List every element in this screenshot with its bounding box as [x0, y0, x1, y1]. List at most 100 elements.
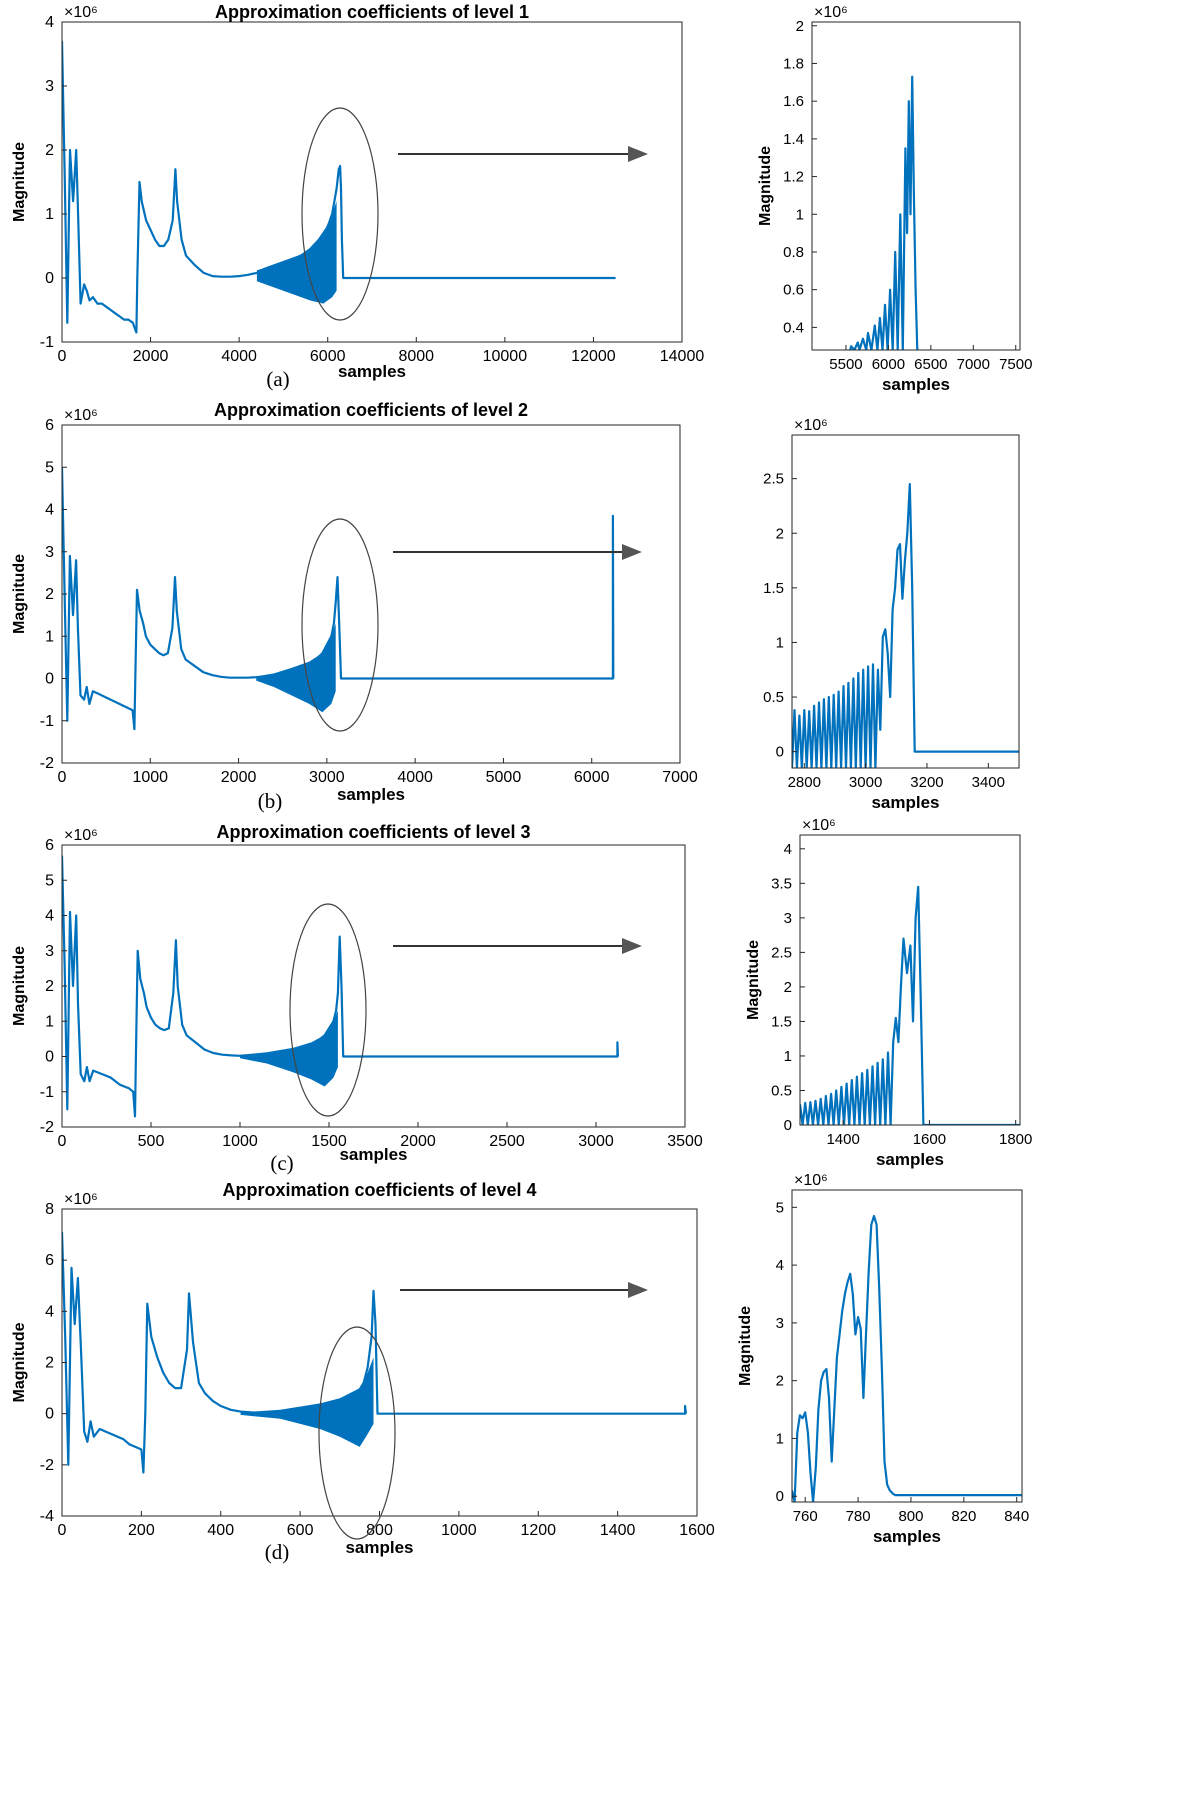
y-tick-label: 1.5: [771, 1013, 792, 1030]
x-tick-label: 0: [58, 769, 67, 786]
axes-frame: [61, 21, 683, 343]
axes-frame: [811, 21, 1021, 351]
x-tick-label: 0: [58, 1133, 67, 1150]
x-tick-label: 3400: [972, 774, 1005, 791]
y-tick-label: 4: [45, 908, 54, 925]
x-tick-label: 7000: [662, 769, 698, 786]
x-tick-label: 1400: [826, 1131, 859, 1148]
chart-a-zoom: 5500 6000 6500 7000 7500 0.4 0.6 0.8 1 1.2 1.4 1.6 1…: [757, 4, 1032, 394]
exponent-label: ×10⁶: [794, 417, 828, 434]
x-tick-label: 7000: [957, 356, 990, 373]
series-line: [792, 483, 1019, 768]
oscillation-band: [256, 201, 337, 304]
x-tick-label: 1400: [600, 1522, 636, 1539]
x-axis-label: samples: [882, 375, 950, 394]
x-tick-label: 0: [58, 348, 67, 365]
y-axis-label: Magnitude: [737, 1306, 754, 1386]
y-tick-label: 1: [45, 1013, 54, 1030]
x-tick-label: 3000: [849, 774, 882, 791]
y-tick-label: 2: [776, 525, 784, 542]
x-tick-label: 600: [287, 1522, 314, 1539]
y-tick-label: -1: [40, 1084, 54, 1101]
chart-title: Approximation coefficients of level 3: [216, 822, 530, 842]
y-axis-label: Magnitude: [11, 946, 28, 1026]
y-tick-label: 0.6: [783, 282, 804, 299]
y-tick-label: 0: [784, 1117, 792, 1134]
zoom-arrow-head: [622, 544, 642, 560]
y-tick-label: 3: [45, 544, 54, 561]
x-tick-label: 1000: [132, 769, 168, 786]
exponent-label: ×10⁶: [64, 1191, 98, 1208]
x-tick-label: 2800: [788, 774, 821, 791]
axes-frame: [61, 424, 681, 764]
y-tick-label: -2: [40, 755, 54, 772]
x-axis-label: samples: [339, 1145, 407, 1164]
x-tick-label: 6500: [914, 356, 947, 373]
series-line: [62, 1231, 687, 1474]
y-tick-label: 4: [784, 841, 792, 858]
x-axis-label: samples: [338, 362, 406, 381]
x-tick-label: 4000: [397, 769, 433, 786]
y-tick-label: 3: [45, 78, 54, 95]
x-tick-label: 200: [128, 1522, 155, 1539]
chart-title: Approximation coefficients of level 1: [215, 2, 529, 22]
x-axis-label: samples: [873, 1527, 941, 1546]
y-axis-label: Magnitude: [11, 142, 28, 222]
y-tick-label: 2: [776, 1373, 784, 1390]
y-tick-label: -1: [40, 334, 54, 351]
x-tick-label: 1600: [913, 1131, 946, 1148]
y-axis-label: Magnitude: [11, 554, 28, 634]
chart-b-zoom: 2800 3000 3200 3400 0 0.5 1 1.5 2 2.5 ×10⁶ samples: [763, 417, 1020, 812]
zoom-arrow-head: [628, 1282, 648, 1298]
y-tick-label: 2.5: [771, 944, 792, 961]
y-tick-label: 2: [45, 978, 54, 995]
x-tick-label: 8000: [398, 348, 434, 365]
axes-frame: [799, 834, 1021, 1126]
x-tick-label: 820: [951, 1508, 976, 1525]
y-tick-label: 2: [45, 1355, 54, 1372]
x-axis-label: samples: [337, 785, 405, 804]
chart-c-main: 0 500 1000 1500 2000 2500 3000 3500 -2 -1 0 1 2 3 4 5 6 ×…: [11, 822, 703, 1175]
x-tick-label: 3000: [578, 1133, 614, 1150]
y-axis-label: Magnitude: [11, 1322, 28, 1402]
y-axis-label: Magnitude: [757, 146, 774, 226]
x-axis-label: samples: [871, 793, 939, 812]
x-tick-label: 7500: [999, 356, 1032, 373]
series-line: [849, 75, 919, 350]
x-tick-label: 14000: [660, 348, 705, 365]
oscillation-band: [256, 623, 336, 713]
x-tick-label: 6000: [310, 348, 346, 365]
y-tick-label: 0.4: [783, 319, 804, 336]
x-tick-label: 1800: [999, 1131, 1032, 1148]
x-tick-label: 2500: [489, 1133, 525, 1150]
series-line: [800, 885, 1020, 1125]
axes-frame: [791, 1189, 1023, 1503]
y-tick-label: 3: [784, 910, 792, 927]
y-tick-label: 1.2: [783, 169, 804, 186]
y-tick-label: 0: [45, 1049, 54, 1066]
x-tick-label: 400: [207, 1522, 234, 1539]
y-tick-label: 6: [45, 1252, 54, 1269]
y-tick-label: 1: [776, 1430, 784, 1447]
y-tick-label: 4: [776, 1257, 784, 1274]
y-tick-label: 5: [45, 872, 54, 889]
zoom-region-ellipse: [301, 518, 379, 732]
zoom-arrow-head: [628, 146, 648, 162]
y-tick-label: 3.5: [771, 875, 792, 892]
y-tick-label: 6: [45, 417, 54, 434]
oscillation-band: [240, 1010, 338, 1087]
y-tick-label: 0: [776, 744, 784, 761]
axes-frame: [791, 434, 1020, 769]
y-tick-label: 1.4: [783, 131, 804, 148]
y-tick-label: 3: [45, 943, 54, 960]
x-tick-label: 2000: [400, 1133, 436, 1150]
x-tick-label: 1000: [441, 1522, 477, 1539]
y-tick-label: 0.5: [771, 1082, 792, 1099]
chart-b-main: 0 1000 2000 3000 4000 5000 6000 7000 -2 -1 0 1 2 3 4 5 6…: [11, 400, 698, 813]
y-tick-label: 8: [45, 1201, 54, 1218]
panel-caption: (b): [258, 789, 283, 813]
y-tick-label: 3: [776, 1315, 784, 1332]
x-tick-label: 5500: [829, 356, 862, 373]
y-tick-label: 4: [45, 502, 54, 519]
